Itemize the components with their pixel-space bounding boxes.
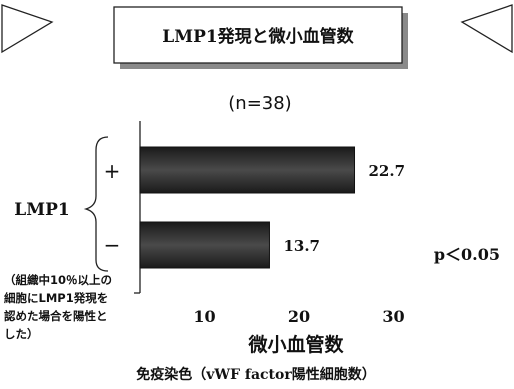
significance-annotation: p＜0.05 bbox=[434, 245, 500, 264]
banner-left-arrow bbox=[1, 4, 54, 54]
note-line-1: （組織中10％以上の bbox=[4, 273, 112, 287]
note-line-3: 認めた場合を陽性と bbox=[4, 309, 108, 323]
note-line-2: 細胞にLMP1発現を bbox=[4, 291, 108, 305]
bar-negative bbox=[139, 221, 270, 269]
x-tick-label-10: 10 bbox=[193, 307, 215, 326]
category-label-negative: − bbox=[104, 233, 121, 257]
note-line-4: した） bbox=[4, 327, 39, 341]
y-axis-label: LMP1 bbox=[14, 200, 69, 220]
bar-positive bbox=[139, 146, 356, 194]
positivity-note: （組織中10％以上の 細胞にLMP1発現を 認めた場合を陽性と した） bbox=[4, 273, 112, 341]
chart-title: LMP1発現と微小血管数 bbox=[162, 26, 354, 47]
x-axis-label: 微小血管数 bbox=[247, 333, 344, 356]
chart-subtitle: (n=38) bbox=[228, 93, 291, 114]
banner-box bbox=[113, 6, 403, 64]
bar-value-label-positive: 22.7 bbox=[369, 162, 406, 180]
title-banner: LMP1発現と微小血管数 bbox=[1, 4, 513, 69]
bar-value-label-negative: 13.7 bbox=[283, 237, 320, 255]
category-brace bbox=[83, 136, 109, 272]
category-label-positive: + bbox=[104, 159, 121, 183]
x-tick-label-20: 20 bbox=[288, 307, 310, 326]
banner-right-arrow bbox=[460, 4, 513, 54]
x-tick-label-30: 30 bbox=[382, 307, 404, 326]
x-axis-sublabel: 免疫染色（vWF factor陽性細胞数） bbox=[136, 366, 375, 383]
